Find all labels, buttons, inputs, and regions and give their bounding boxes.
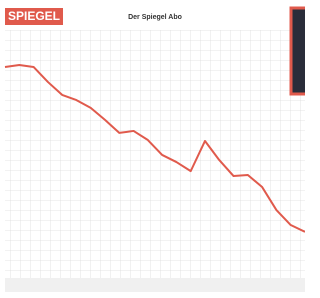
page: SPIEGEL Der Spiegel Abo (() => { const d… [0,0,305,298]
chart-title: Der Spiegel Abo [128,14,182,21]
thumbnail [291,8,305,94]
chart: SPIEGEL Der Spiegel Abo [0,0,305,298]
grid [5,30,305,278]
logo: SPIEGEL [8,9,60,23]
x-axis-band [5,278,305,292]
